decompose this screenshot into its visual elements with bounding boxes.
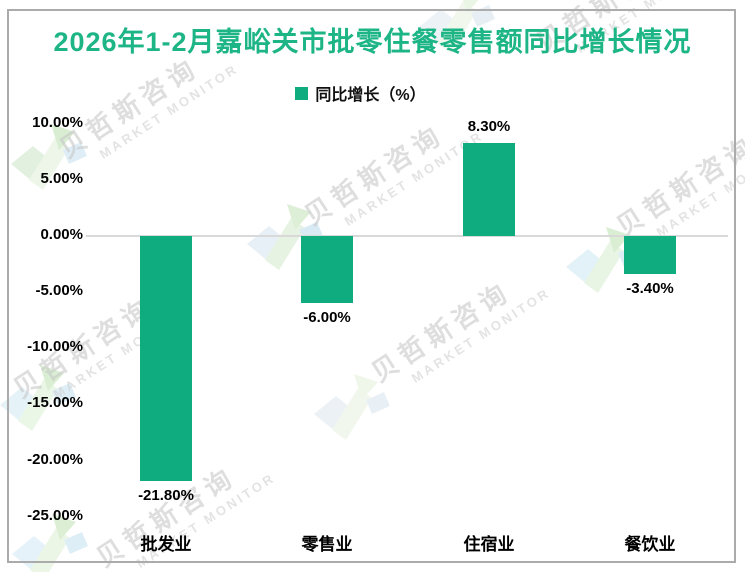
y-axis-tick: 10.00% <box>32 113 83 131</box>
category-label-catering: 餐饮业 <box>624 535 676 554</box>
bar-accommodation <box>463 143 515 236</box>
watermark-logo-icon <box>314 374 390 440</box>
y-axis-tick: 0.00% <box>40 226 83 243</box>
y-axis-tick: -25.00% <box>27 506 83 524</box>
watermark-cn-text: 贝哲斯咨询 <box>366 275 517 388</box>
category-label-wholesale: 批发业 <box>140 535 192 554</box>
bar-catering <box>624 236 676 274</box>
category-label-retail: 零售业 <box>301 535 353 554</box>
y-axis-tick: -20.00% <box>27 450 83 468</box>
category-label-accommodation: 住宿业 <box>463 535 515 554</box>
zero-axis-line <box>86 235 728 237</box>
y-axis-tick: 5.00% <box>40 169 83 187</box>
y-axis-tick: -10.00% <box>27 338 83 356</box>
y-axis-tick: -5.00% <box>35 282 83 300</box>
value-label-retail: -6.00% <box>303 309 351 326</box>
watermark: 贝哲斯咨询 MARKET MONITOR <box>363 254 553 402</box>
value-label-catering: -3.40% <box>626 280 674 297</box>
watermark-en-text: MARKET MONITOR <box>96 60 242 162</box>
watermark-en-text: MARKET MONITOR <box>653 138 745 240</box>
watermark-cn-text: 贝哲斯咨询 <box>611 129 745 242</box>
value-label-wholesale: -21.80% <box>138 487 194 504</box>
legend: 同比增长（%） <box>0 81 733 105</box>
value-label-accommodation: 8.30% <box>467 118 511 135</box>
watermark: 贝哲斯咨询 MARKET MONITOR <box>608 108 745 256</box>
bar-retail <box>301 236 353 303</box>
chart-title: 2026年1-2月嘉峪关市批零住餐零售额同比增长情况 <box>53 27 692 57</box>
bar-wholesale <box>140 236 192 481</box>
legend-marker-icon <box>295 86 309 100</box>
watermark-en-text: MARKET MONITOR <box>133 469 279 571</box>
y-axis-tick: -15.00% <box>27 394 83 412</box>
legend-label: 同比增长（%） <box>315 87 426 104</box>
watermark-en-text: MARKET MONITOR <box>408 284 554 386</box>
